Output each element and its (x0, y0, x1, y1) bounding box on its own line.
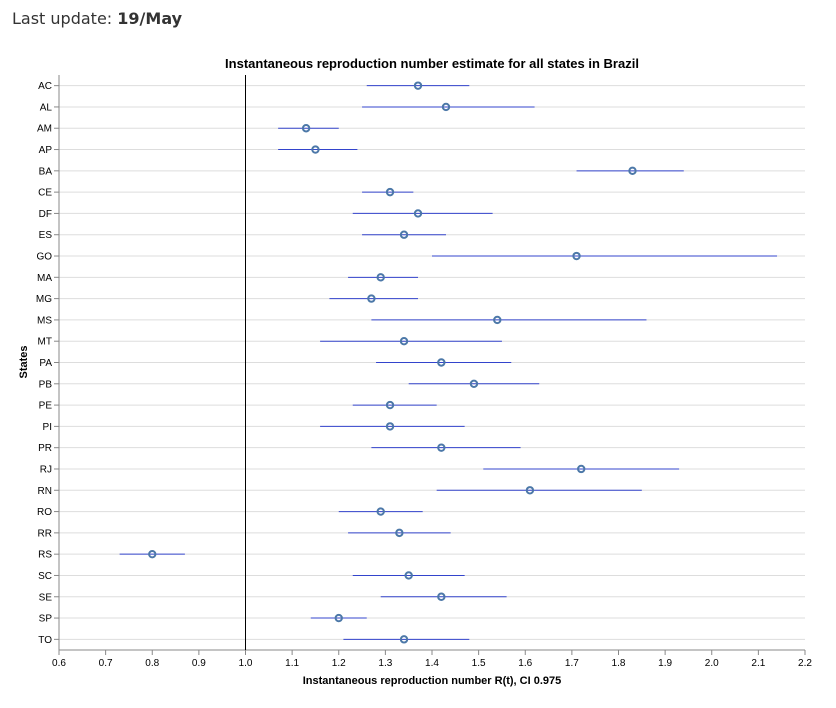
y-tick-label-sp: SP (39, 614, 53, 625)
point-am (301, 124, 311, 133)
point-ap (311, 145, 320, 154)
y-tick-label-pr: PR (38, 443, 52, 454)
y-tick-label-pa: PA (39, 358, 52, 369)
point-sp (334, 613, 343, 623)
y-tick-label-se: SE (39, 592, 53, 603)
point-go (572, 251, 581, 261)
x-tick-label: 0.6 (52, 658, 66, 669)
point-ma (376, 273, 385, 282)
x-tick-label: 1.0 (239, 658, 253, 669)
y-tick-label-go: GO (36, 252, 52, 263)
x-tick-label: 1.5 (472, 658, 486, 669)
x-tick-label: 0.8 (145, 658, 159, 669)
last-update-label: Last update: (12, 9, 113, 28)
x-tick-label: 2.2 (798, 658, 812, 669)
y-tick-label-rs: RS (38, 550, 52, 561)
y-tick-label-rj: RJ (40, 464, 52, 475)
y-tick-label-mt: MT (38, 337, 52, 348)
point-ce (385, 187, 395, 197)
point-pa (437, 358, 446, 367)
x-tick-label: 1.4 (425, 658, 439, 669)
x-axis-title: Instantaneous reproduction number R(t), … (303, 675, 562, 687)
y-tick-label-ac: AC (38, 81, 52, 92)
point-sc (404, 571, 413, 580)
y-tick-label-ce: CE (38, 188, 52, 199)
y-tick-label-ap: AP (39, 145, 53, 156)
y-tick-label-rn: RN (38, 486, 52, 497)
y-tick-label-pi: PI (43, 422, 52, 433)
point-ba (628, 166, 637, 176)
y-tick-label-pb: PB (39, 379, 53, 390)
x-tick-label: 0.7 (99, 658, 113, 669)
x-tick-label: 1.8 (612, 658, 626, 669)
point-se (437, 592, 446, 601)
point-rn (525, 486, 535, 495)
point-pb (469, 379, 479, 388)
point-pi (385, 422, 395, 431)
point-rj (577, 464, 586, 474)
y-tick-label-ms: MS (37, 315, 52, 326)
point-pe (385, 400, 395, 410)
y-tick-label-pe: PE (39, 401, 53, 412)
y-tick-label-sc: SC (38, 571, 52, 582)
y-tick-label-ma: MA (37, 273, 52, 284)
point-ms (493, 315, 502, 325)
y-tick-label-rr: RR (38, 528, 52, 539)
x-tick-label: 1.2 (332, 658, 346, 669)
y-tick-label-al: AL (40, 102, 53, 113)
last-update-line: Last update: 19/May (12, 9, 182, 28)
x-tick-label: 1.7 (565, 658, 579, 669)
point-to (399, 635, 409, 644)
x-tick-label: 2.1 (751, 658, 765, 669)
y-axis-title: States (18, 345, 30, 378)
point-al (441, 102, 451, 112)
y-tick-label-to: TO (38, 635, 52, 646)
axis-layer: 0.6 0.7 0.8 0.9 1.0 1.1 1.2 1.3 1.4 1.5 1.6 1.7 1.8 1… (36, 75, 812, 669)
chart-title: Instantaneous reproduction number estima… (225, 56, 639, 71)
x-tick-label: 1.1 (285, 658, 299, 669)
point-df (413, 209, 423, 218)
y-tick-label-am: AM (37, 124, 52, 135)
y-tick-label-ba: BA (39, 166, 53, 177)
point-ac (413, 81, 423, 90)
x-tick-label: 1.9 (658, 658, 672, 669)
y-tick-label-mg: MG (36, 294, 52, 305)
point-pr (437, 443, 446, 452)
x-tick-label: 1.3 (378, 658, 392, 669)
point-layer (148, 81, 637, 644)
point-mt (399, 337, 409, 346)
x-tick-label: 0.9 (192, 658, 206, 669)
point-rr (395, 528, 404, 538)
y-tick-label-ro: RO (37, 507, 52, 518)
last-update-date: 19/May (117, 9, 183, 28)
grid-layer (59, 85, 805, 640)
point-es (399, 230, 409, 239)
x-tick-label: 2.0 (705, 658, 719, 669)
y-tick-label-df: DF (39, 209, 52, 220)
point-rs (148, 549, 157, 559)
point-mg (367, 294, 376, 303)
point-ro (376, 507, 385, 516)
x-tick-label: 1.6 (518, 658, 532, 669)
y-tick-label-es: ES (39, 230, 53, 241)
